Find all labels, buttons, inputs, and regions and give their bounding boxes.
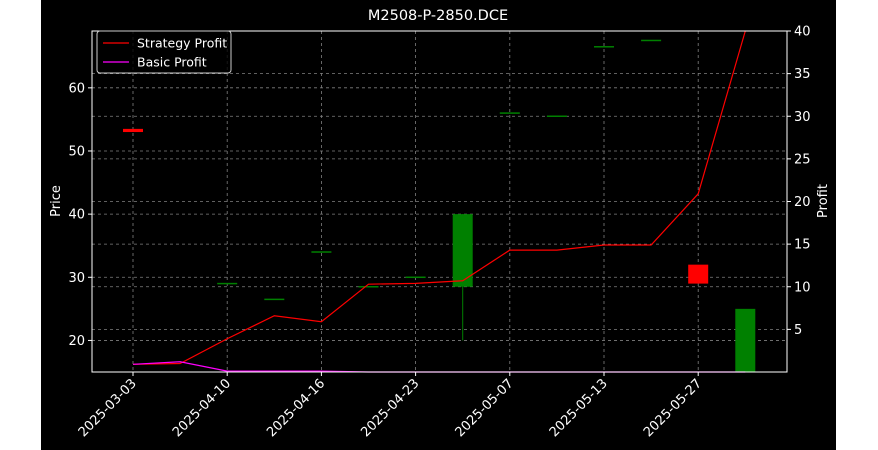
x-tick-label: 2025-04-23 bbox=[358, 376, 422, 440]
right-tick-label: 25 bbox=[794, 152, 811, 167]
left-tick-label: 40 bbox=[68, 208, 85, 223]
chart-title: M2508-P-2850.DCE bbox=[368, 8, 508, 24]
candle-body bbox=[452, 214, 473, 287]
x-tick-label: 2025-04-16 bbox=[264, 376, 328, 440]
left-tick-label: 20 bbox=[68, 334, 85, 349]
legend-label: Strategy Profit bbox=[137, 36, 227, 51]
right-tick-label: 35 bbox=[794, 67, 811, 82]
basic-profit-line bbox=[132, 361, 746, 373]
right-tick-label: 5 bbox=[794, 323, 802, 338]
grid-layer bbox=[92, 30, 787, 372]
candle-body bbox=[123, 128, 143, 133]
right-tick-label: 40 bbox=[794, 25, 811, 40]
x-tick-label: 2025-05-13 bbox=[547, 376, 611, 440]
x-tick-label: 2025-05-07 bbox=[453, 376, 517, 440]
candle-body bbox=[641, 39, 662, 42]
chart-svg: M2508-P-2850.DCE 20 30 40 50 60 5 10 15 20 25 30 35… bbox=[49, 8, 831, 441]
candle-body bbox=[358, 286, 379, 288]
chart-figure: M2508-P-2850.DCE 20 30 40 50 60 5 10 15 20 25 30 35… bbox=[41, 0, 836, 450]
right-tick-label: 20 bbox=[794, 195, 811, 210]
strategy-profit-line bbox=[132, 30, 746, 365]
right-axis-label: Profit bbox=[816, 184, 831, 218]
candle-layer bbox=[123, 39, 756, 372]
legend-box bbox=[96, 30, 232, 74]
right-tick-label: 15 bbox=[794, 238, 811, 253]
x-tick-label: 2025-04-10 bbox=[170, 376, 234, 440]
candle-body bbox=[735, 308, 756, 372]
left-tick-label: 50 bbox=[68, 144, 85, 159]
left-tick-label: 30 bbox=[68, 271, 85, 286]
candle-body bbox=[688, 264, 709, 284]
x-tick-label: 2025-03-03 bbox=[76, 376, 140, 440]
candle-body bbox=[594, 46, 614, 48]
candle-body bbox=[264, 298, 285, 301]
candle-body bbox=[499, 112, 520, 114]
candle-body bbox=[217, 282, 238, 285]
legend: Strategy Profit Basic Profit bbox=[96, 30, 232, 74]
candle-body bbox=[311, 251, 332, 253]
left-axis-label: Price bbox=[49, 185, 64, 217]
x-tick-label: 2025-05-27 bbox=[641, 376, 705, 440]
right-tick-label: 30 bbox=[794, 110, 811, 125]
candle-body bbox=[546, 115, 567, 117]
candle-body bbox=[405, 276, 426, 279]
right-tick-label: 10 bbox=[794, 280, 811, 295]
left-tick-label: 60 bbox=[68, 81, 85, 96]
legend-label: Basic Profit bbox=[137, 55, 207, 70]
axis-layer: 20 30 40 50 60 5 10 15 20 25 30 35 40 2025-03-03 2025-… bbox=[68, 25, 810, 441]
